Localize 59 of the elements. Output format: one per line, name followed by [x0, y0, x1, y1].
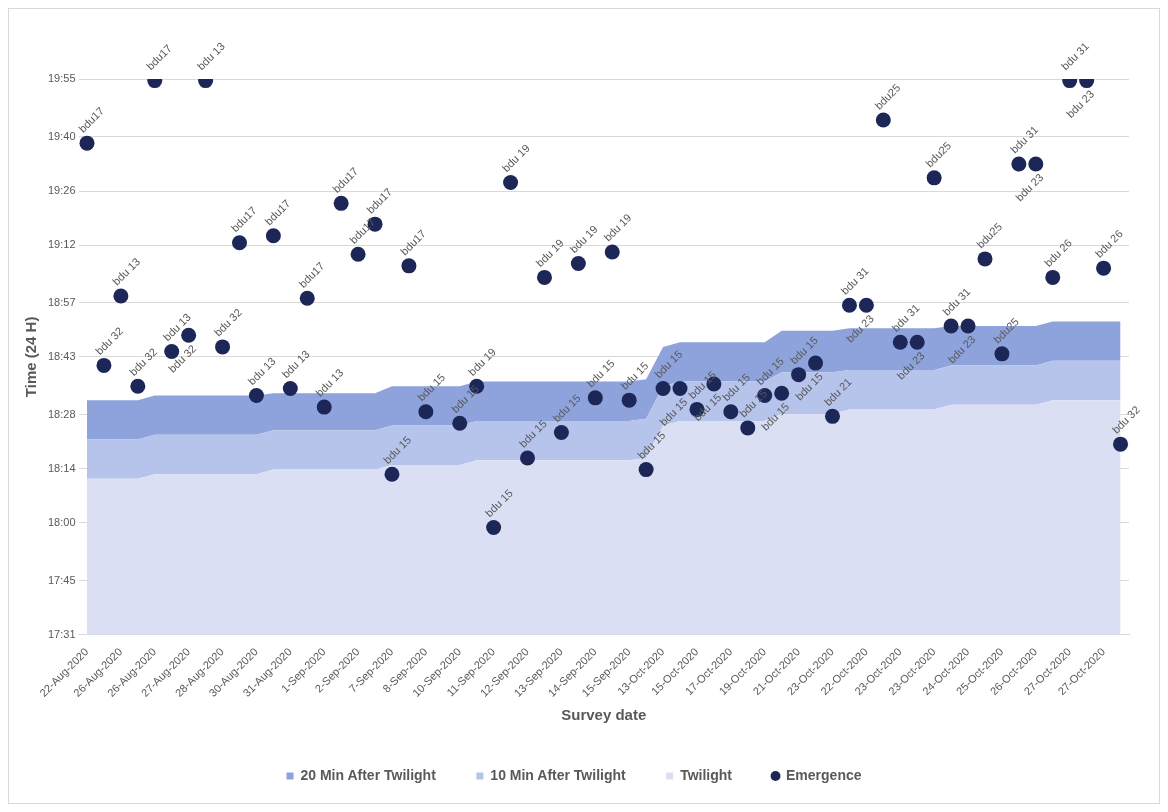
data-label: bdu 15 [652, 347, 685, 381]
data-label: bdu 19 [465, 345, 499, 378]
data-label: bdu 15 [482, 486, 515, 520]
y-tick-label: 17:31 [48, 627, 76, 640]
data-label: bdu 32 [1109, 403, 1142, 436]
data-label: bdu 26 [1041, 236, 1075, 269]
y-axis-title: Time (24 H) [22, 316, 40, 398]
data-label: bdu 19 [533, 236, 566, 269]
data-label: bdu 23 [843, 312, 876, 345]
data-label: bdu 32 [165, 342, 199, 375]
y-tick-label: 18:14 [48, 461, 76, 474]
data-label: bdu 23 [894, 349, 927, 382]
legend-label: Emergence [786, 766, 862, 783]
data-label: bdu 23 [945, 333, 978, 366]
data-label: bdu 13 [109, 255, 143, 288]
data-label: bdu 13 [279, 347, 312, 381]
data-label: bdu 32 [93, 324, 126, 357]
y-tick-label: 19:55 [48, 72, 76, 85]
data-label: bdu 31 [838, 264, 871, 297]
data-label: bdu 13 [245, 354, 278, 388]
data-label: bdu 31 [1007, 123, 1041, 156]
data-label: bdu 19 [601, 211, 634, 244]
data-label: bdu 26 [1092, 227, 1125, 260]
y-tick-label: 19:12 [48, 238, 76, 251]
data-label: bdu 19 [567, 222, 600, 256]
legend-label: 20 Min After Twilight [300, 766, 437, 783]
data-label: bdu 15 [550, 391, 583, 425]
data-label: bdu 15 [448, 382, 482, 415]
y-tick-label: 18:43 [48, 349, 76, 362]
legend-label: Twilight [680, 766, 733, 783]
data-label: bdu 15 [414, 370, 448, 404]
data-label: bdu 15 [618, 359, 651, 392]
y-tick-label: 18:57 [48, 295, 76, 308]
y-tick-label: 18:28 [48, 407, 76, 420]
data-label: bdu 23 [1013, 171, 1046, 204]
data-label: bdu 15 [381, 433, 414, 466]
data-label: bdu 32 [211, 306, 244, 339]
data-label: bdu 15 [787, 333, 820, 367]
data-label: bdu 19 [499, 141, 532, 175]
y-tick-label: 19:40 [48, 129, 76, 142]
data-label: bdu 15 [635, 428, 668, 462]
data-label: bdu 15 [516, 417, 549, 450]
data-label: bdu 15 [657, 395, 690, 428]
y-tick-label: 19:26 [48, 184, 76, 197]
x-axis-title: Survey date [561, 706, 647, 724]
data-label: bdu 32 [126, 345, 160, 378]
data-label: bdu 13 [313, 366, 346, 399]
data-label: bdu 13 [160, 310, 194, 344]
data-label: bdu 13 [194, 39, 227, 73]
y-tick-label: 17:45 [48, 573, 76, 586]
data-label: bdu 23 [1063, 87, 1097, 120]
data-label: bdu 31 [889, 301, 922, 334]
data-label: bdu 15 [584, 357, 617, 390]
data-label: bdu 31 [1058, 39, 1092, 73]
y-tick-label: 18:00 [48, 515, 76, 528]
legend-label: 10 Min After Twilight [490, 766, 627, 783]
data-label: bdu 15 [753, 354, 787, 388]
data-label: bdu 31 [940, 285, 973, 318]
data-label: bdu 15 [758, 400, 792, 433]
